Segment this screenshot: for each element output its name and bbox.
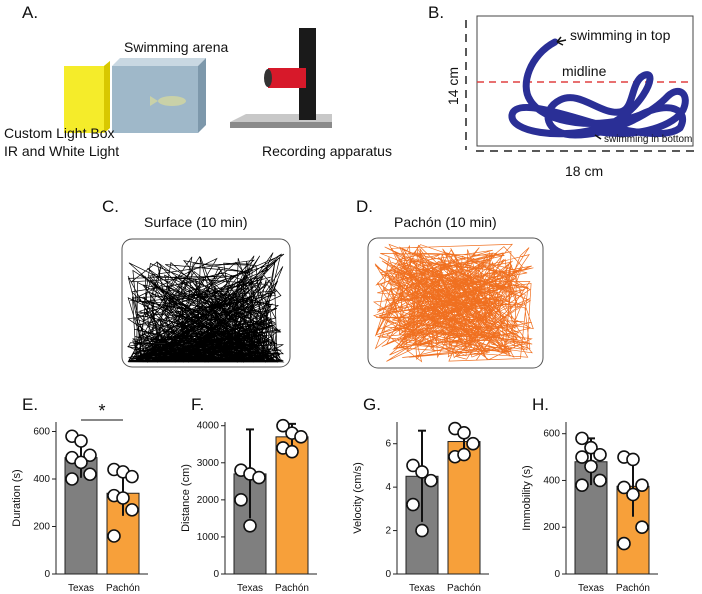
y-tick-label: 2000	[197, 495, 220, 506]
data-point	[466, 436, 480, 451]
data-point	[83, 467, 97, 482]
panel-label: B.	[428, 3, 444, 22]
data-point	[234, 493, 248, 507]
lightbox-label: Custom Light Box	[4, 125, 115, 141]
x-tick-label: Pachón	[616, 583, 650, 594]
data-point	[635, 478, 649, 492]
annotation: swimming in bottom	[604, 134, 692, 145]
y-tick-label: 400	[543, 475, 560, 486]
y-tick-label: 1000	[197, 532, 220, 543]
track	[372, 243, 534, 363]
bar	[447, 441, 481, 575]
panel-label: H.	[532, 395, 549, 414]
data-point	[424, 473, 438, 488]
panel-label: A.	[22, 3, 38, 22]
trajectory	[372, 243, 534, 363]
panel-label: D.	[356, 197, 373, 216]
data-point	[593, 447, 607, 462]
bar	[275, 436, 309, 575]
y-axis-label: Velocity (cm/s)	[352, 462, 364, 534]
panel-label: C.	[102, 197, 119, 216]
data-point	[617, 480, 631, 495]
y-tick-label: 600	[543, 429, 560, 440]
y-tick-label: 200	[543, 522, 560, 533]
y-tick-label: 0	[213, 569, 219, 580]
data-point	[65, 472, 79, 486]
data-point	[125, 503, 139, 517]
trajectory	[126, 252, 285, 364]
y-tick-label: 4	[385, 482, 391, 493]
data-point	[74, 455, 88, 470]
light-box	[64, 61, 110, 133]
trajectory	[508, 38, 689, 139]
panel-title: Pachón (10 min)	[394, 214, 497, 230]
data-point	[74, 434, 88, 448]
y-tick-label: 600	[33, 427, 50, 438]
annotation: swimming in top	[570, 27, 671, 43]
lightbox-label: IR and White Light	[4, 143, 119, 159]
y-axis-label: Duration (s)	[11, 469, 23, 526]
track	[126, 252, 285, 364]
panel-title: Surface (10 min)	[144, 214, 247, 230]
data-point	[635, 520, 649, 535]
data-point	[584, 440, 598, 455]
y-tick-label: 0	[44, 569, 50, 580]
data-point	[575, 478, 589, 492]
data-point	[617, 536, 631, 551]
data-point	[285, 444, 299, 459]
dimension-label: 18 cm	[565, 163, 603, 179]
y-tick-label: 400	[33, 474, 50, 485]
x-tick-label: Texas	[578, 583, 604, 594]
significance: *	[98, 401, 105, 421]
y-tick-label: 2	[385, 526, 391, 537]
y-tick-label: 3000	[197, 458, 220, 469]
x-tick-label: Texas	[68, 583, 94, 594]
data-point	[457, 447, 471, 462]
panel-label: E.	[22, 395, 38, 414]
data-point	[125, 469, 139, 484]
recording-apparatus	[230, 28, 332, 128]
arrow	[594, 134, 602, 140]
data-point	[406, 458, 420, 473]
y-tick-label: 0	[385, 569, 391, 580]
y-tick-label: 0	[554, 569, 560, 580]
data-point	[415, 523, 429, 538]
y-tick-label: 200	[33, 522, 50, 533]
x-tick-label: Pachón	[447, 583, 481, 594]
arena	[112, 58, 206, 133]
y-tick-label: 6	[385, 439, 391, 450]
arena-label: Swimming arena	[124, 39, 228, 55]
annotation: midline	[562, 63, 607, 79]
data-point	[83, 448, 97, 463]
data-point	[276, 418, 290, 433]
x-tick-label: Pachón	[106, 583, 140, 594]
data-point	[575, 450, 589, 464]
data-point	[415, 465, 429, 479]
data-point	[457, 426, 471, 440]
data-point	[593, 473, 607, 488]
data-point	[626, 487, 640, 502]
data-point	[107, 529, 121, 543]
x-tick-label: Texas	[409, 583, 435, 594]
data-point	[584, 459, 598, 474]
data-point	[243, 519, 257, 533]
data-point	[294, 430, 308, 444]
y-axis-label: Distance (cm)	[180, 464, 192, 532]
y-axis-label: Immobility (s)	[521, 465, 533, 530]
arrow	[556, 36, 567, 46]
x-tick-label: Texas	[237, 583, 263, 594]
dimension-label: 14 cm	[445, 67, 461, 105]
panel-label: G.	[363, 395, 381, 414]
x-tick-label: Pachón	[275, 583, 309, 594]
data-point	[575, 431, 589, 446]
data-point	[252, 470, 266, 485]
tank	[476, 15, 694, 147]
data-point	[626, 452, 640, 467]
y-tick-label: 4000	[197, 421, 220, 432]
panel-label: F.	[191, 395, 204, 414]
data-point	[116, 491, 130, 505]
recording-label: Recording apparatus	[262, 143, 392, 159]
data-point	[406, 497, 420, 512]
